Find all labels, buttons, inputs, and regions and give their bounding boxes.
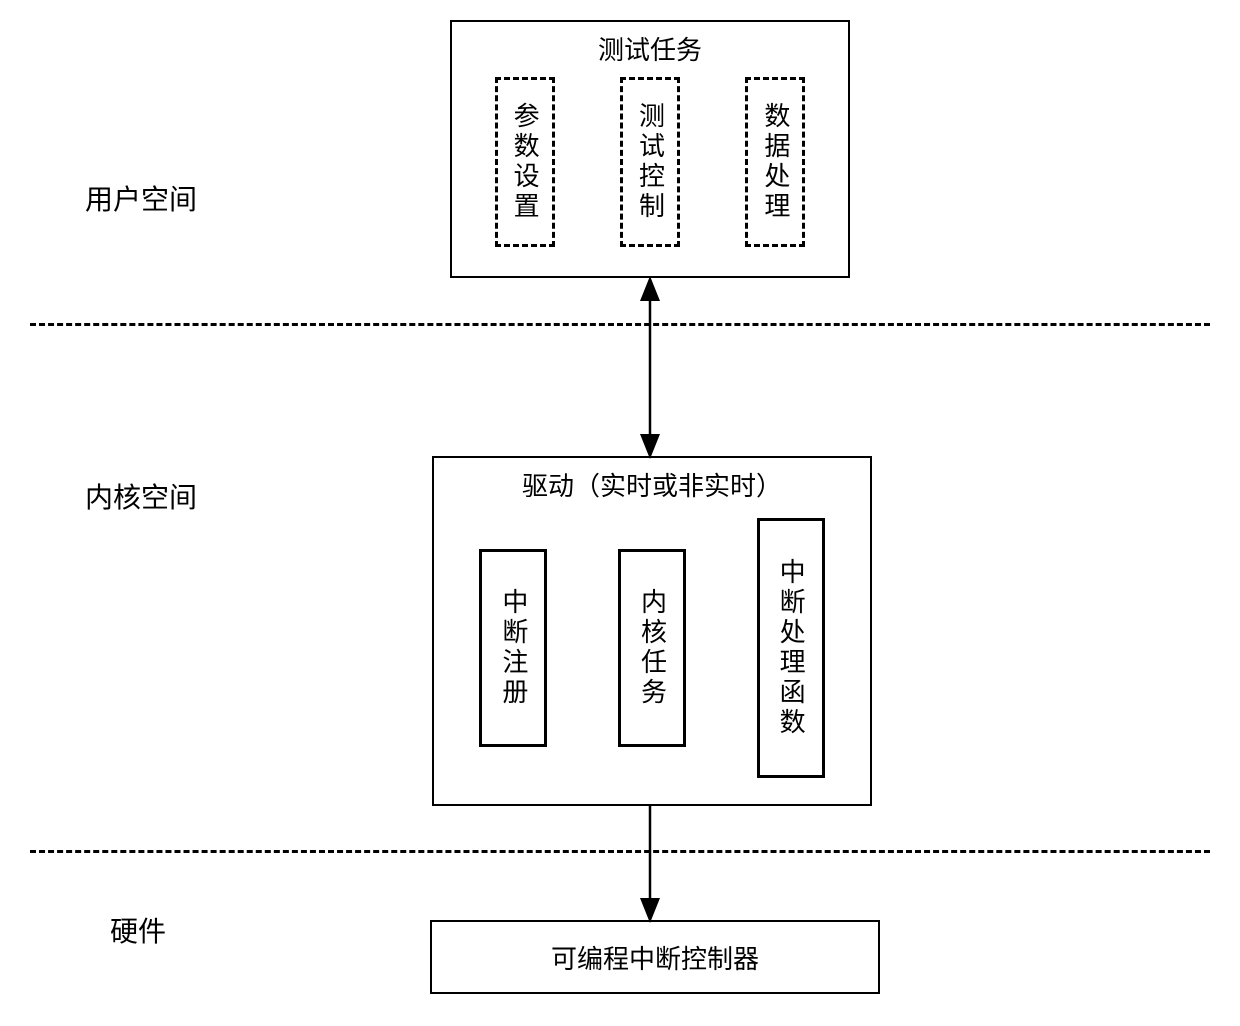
layer-label-user: 用户空间	[85, 178, 197, 218]
user-cell-data-proc: 数据处理	[745, 77, 805, 247]
user-cell-label: 数据处理	[757, 102, 794, 222]
user-cell-params: 参数设置	[495, 77, 555, 247]
user-box: 测试任务 参数设置 测试控制 数据处理	[450, 20, 850, 278]
kernel-cell-label: 内核任务	[633, 588, 670, 708]
layered-flowchart: 用户空间 内核空间 硬件 测试任务 参数设置 测试控制 数据处理 驱动（实时或非…	[0, 0, 1240, 1026]
user-box-title: 测试任务	[452, 22, 848, 71]
kernel-cell-label: 中断处理函数	[772, 558, 809, 738]
kernel-box: 驱动（实时或非实时） 中断注册 内核任务 中断处理函数	[432, 456, 872, 806]
user-cell-test-ctrl: 测试控制	[620, 77, 680, 247]
separator-1	[30, 323, 1210, 326]
kernel-box-cells: 中断注册 内核任务 中断处理函数	[434, 507, 870, 797]
layer-label-kernel: 内核空间	[85, 476, 197, 516]
kernel-box-title: 驱动（实时或非实时）	[434, 458, 870, 507]
layer-label-hardware: 硬件	[110, 910, 166, 950]
user-cell-label: 测试控制	[631, 102, 668, 222]
kernel-cell-int-reg: 中断注册	[479, 549, 547, 747]
separator-2	[30, 850, 1210, 853]
kernel-cell-label: 中断注册	[495, 588, 532, 708]
hardware-box-label: 可编程中断控制器	[551, 939, 759, 976]
kernel-cell-int-handler: 中断处理函数	[757, 518, 825, 778]
kernel-cell-kernel-task: 内核任务	[618, 549, 686, 747]
hardware-box: 可编程中断控制器	[430, 920, 880, 994]
user-cell-label: 参数设置	[506, 102, 543, 222]
user-box-cells: 参数设置 测试控制 数据处理	[452, 71, 848, 261]
